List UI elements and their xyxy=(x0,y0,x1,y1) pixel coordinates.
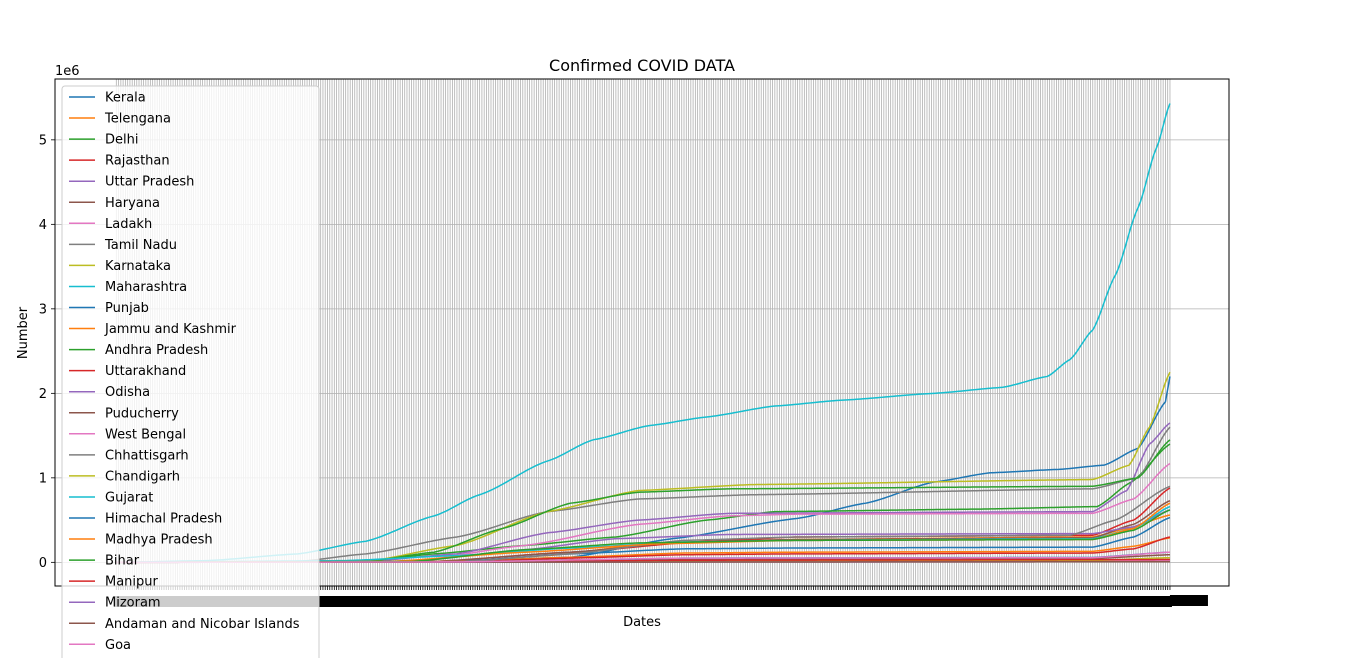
legend-label-jammu-and-kashmir: Jammu and Kashmir xyxy=(104,322,237,337)
y-tick-label: 4 xyxy=(39,218,47,233)
chart-title: Confirmed COVID DATA xyxy=(549,56,735,75)
legend-label-bihar: Bihar xyxy=(105,554,140,569)
y-axis-ticks: 0 1 2 3 4 5 xyxy=(39,133,55,571)
legend-label-mizoram: Mizoram xyxy=(105,596,161,611)
legend-label-odisha: Odisha xyxy=(105,385,150,400)
legend-label-delhi: Delhi xyxy=(105,133,138,148)
y-tick-label: 2 xyxy=(39,387,47,402)
legend-label-west-bengal: West Bengal xyxy=(105,427,186,442)
legend-label-goa: Goa xyxy=(105,638,131,653)
legend-label-kerala: Kerala xyxy=(105,91,146,106)
legend-label-uttar-pradesh: Uttar Pradesh xyxy=(105,175,194,190)
legend-label-andaman-and-nicobar-islands: Andaman and Nicobar Islands xyxy=(105,617,300,632)
legend-label-chandigarh: Chandigarh xyxy=(105,469,180,484)
y-tick-label: 0 xyxy=(39,556,47,571)
legend: Kerala Telengana Delhi Rajasthan Uttar Prade… xyxy=(61,85,320,658)
y-axis-multiplier: 1e6 xyxy=(55,64,80,79)
legend-label-andhra-pradesh: Andhra Pradesh xyxy=(105,343,208,358)
legend-label-himachal-pradesh: Himachal Pradesh xyxy=(105,512,222,527)
legend-label-rajasthan: Rajasthan xyxy=(105,154,170,169)
x-axis-label: Dates xyxy=(623,615,661,630)
legend-label-telengana: Telengana xyxy=(104,112,171,127)
legend-label-tamil-nadu: Tamil Nadu xyxy=(104,238,177,253)
legend-label-punjab: Punjab xyxy=(105,301,149,316)
legend-label-chhattisgarh: Chhattisgarh xyxy=(105,448,189,463)
legend-label-puducherry: Puducherry xyxy=(105,406,179,421)
plot-frame xyxy=(54,78,1230,587)
legend-label-uttarakhand: Uttarakhand xyxy=(105,364,186,379)
legend-label-maharashtra: Maharashtra xyxy=(105,280,187,295)
legend-label-gujarat: Gujarat xyxy=(105,490,153,505)
legend-box xyxy=(61,85,320,658)
y-tick-label: 1 xyxy=(39,471,47,486)
legend-label-karnataka: Karnataka xyxy=(105,259,171,274)
legend-label-madhya-pradesh: Madhya Pradesh xyxy=(105,533,213,548)
x-tick-labels-tail xyxy=(1169,595,1208,606)
legend-label-manipur: Manipur xyxy=(105,575,159,590)
legend-label-ladakh: Ladakh xyxy=(105,217,152,232)
legend-label-haryana: Haryana xyxy=(105,196,160,211)
y-axis-label: Number xyxy=(16,306,31,359)
x-tick-labels-overlapping xyxy=(114,596,1172,607)
y-tick-label: 5 xyxy=(39,133,47,148)
y-tick-label: 3 xyxy=(39,302,47,317)
